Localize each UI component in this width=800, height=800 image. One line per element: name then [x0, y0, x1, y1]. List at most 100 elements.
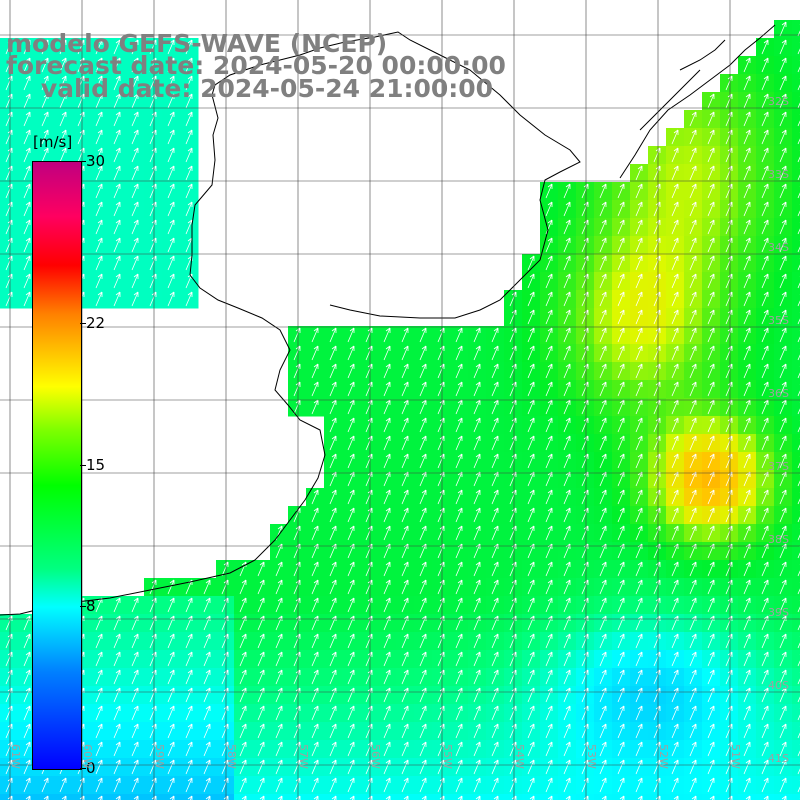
- wind-arrow: [95, 273, 103, 289]
- wind-arrow: [491, 597, 499, 613]
- wind-arrow: [95, 633, 103, 649]
- wind-arrow: [347, 561, 355, 577]
- wind-arrow: [311, 561, 319, 577]
- wind-cell: [216, 794, 235, 800]
- wind-cell: [792, 776, 800, 795]
- wind-arrow: [311, 489, 319, 505]
- wind-cell: [684, 794, 703, 800]
- wind-arrow: [131, 669, 139, 685]
- wind-arrow: [239, 597, 247, 613]
- wind-arrow: [635, 381, 643, 397]
- wind-arrow: [797, 726, 800, 739]
- wind-arrow: [617, 291, 625, 307]
- wind-arrow: [455, 327, 463, 343]
- wind-arrow: [635, 435, 643, 451]
- wind-arrow: [797, 528, 800, 541]
- wind-arrow: [743, 543, 751, 559]
- wind-arrow: [527, 543, 535, 559]
- wind-arrow: [563, 579, 571, 595]
- wind-arrow: [59, 147, 67, 163]
- wind-arrow: [113, 651, 121, 667]
- wind-arrow: [709, 795, 715, 800]
- wind-arrow: [185, 165, 193, 181]
- wind-arrow: [617, 651, 625, 667]
- wind-arrow: [419, 759, 427, 775]
- wind-arrow: [671, 561, 679, 577]
- wind-arrow: [617, 363, 625, 379]
- wind-arrow: [401, 723, 409, 739]
- wind-arrow: [617, 525, 625, 541]
- wind-arrow: [707, 417, 715, 433]
- wind-cell: [792, 632, 800, 651]
- wind-arrow: [473, 435, 481, 451]
- wind-arrow: [545, 615, 553, 631]
- wind-arrow: [779, 507, 787, 523]
- wind-arrow: [131, 633, 139, 649]
- wind-arrow: [689, 417, 697, 433]
- wind-arrow: [599, 273, 607, 289]
- wind-cell: [774, 794, 793, 800]
- wind-arrow: [347, 363, 355, 379]
- wind-arrow: [743, 579, 751, 595]
- wind-cell: [792, 236, 800, 255]
- wind-arrow: [797, 510, 800, 523]
- wind-arrow: [761, 741, 769, 757]
- wind-arrow: [23, 237, 31, 253]
- wind-arrow: [689, 273, 697, 289]
- wind-arrow: [689, 615, 697, 631]
- wind-cell: [180, 794, 199, 800]
- wind-arrow: [671, 435, 679, 451]
- wind-arrow: [527, 327, 535, 343]
- wind-arrow: [617, 219, 625, 235]
- wind-arrow: [275, 777, 283, 793]
- wind-arrow: [473, 417, 481, 433]
- wind-arrow: [761, 417, 769, 433]
- wind-arrow: [779, 219, 787, 235]
- wind-arrow: [545, 291, 553, 307]
- wind-arrow: [761, 345, 769, 361]
- wind-arrow: [797, 150, 800, 163]
- wind-arrow: [689, 651, 697, 667]
- wind-arrow: [329, 525, 337, 541]
- wind-arrow: [383, 633, 391, 649]
- wind-arrow: [455, 705, 463, 721]
- wind-arrow: [797, 312, 800, 325]
- wind-arrow: [401, 777, 409, 793]
- wind-arrow: [779, 183, 787, 199]
- wind-arrow: [473, 363, 481, 379]
- wind-arrow: [689, 507, 697, 523]
- wind-arrow: [131, 57, 139, 73]
- wind-arrow: [761, 75, 769, 91]
- wind-arrow: [491, 723, 499, 739]
- wind-arrow: [455, 399, 463, 415]
- wind-cell: [792, 596, 800, 615]
- wind-arrow: [383, 543, 391, 559]
- wind-arrow: [617, 273, 625, 289]
- wind-arrow: [689, 327, 697, 343]
- wind-arrow: [599, 705, 607, 721]
- wind-arrow: [455, 759, 463, 775]
- wind-arrow: [707, 237, 715, 253]
- wind-arrow: [761, 93, 769, 109]
- wind-arrow: [689, 759, 697, 775]
- wind-arrow: [689, 381, 697, 397]
- wind-arrow: [671, 651, 679, 667]
- wind-arrow: [761, 381, 769, 397]
- wind-arrow: [707, 363, 715, 379]
- wind-arrow: [671, 615, 679, 631]
- wind-arrow: [797, 132, 800, 145]
- wind-cell: [648, 794, 667, 800]
- longitude-label: 58W: [225, 744, 238, 769]
- wind-arrow: [185, 111, 193, 127]
- wind-arrow: [419, 453, 427, 469]
- wind-arrow: [743, 381, 751, 397]
- wind-arrow: [779, 705, 787, 721]
- wind-arrow: [635, 417, 643, 433]
- wind-arrow: [131, 741, 139, 757]
- wind-arrow: [761, 669, 769, 685]
- wind-cell: [792, 452, 800, 471]
- wind-arrow: [545, 705, 553, 721]
- wind-arrow: [167, 291, 175, 307]
- wind-arrow: [95, 75, 103, 91]
- wind-arrow: [419, 597, 427, 613]
